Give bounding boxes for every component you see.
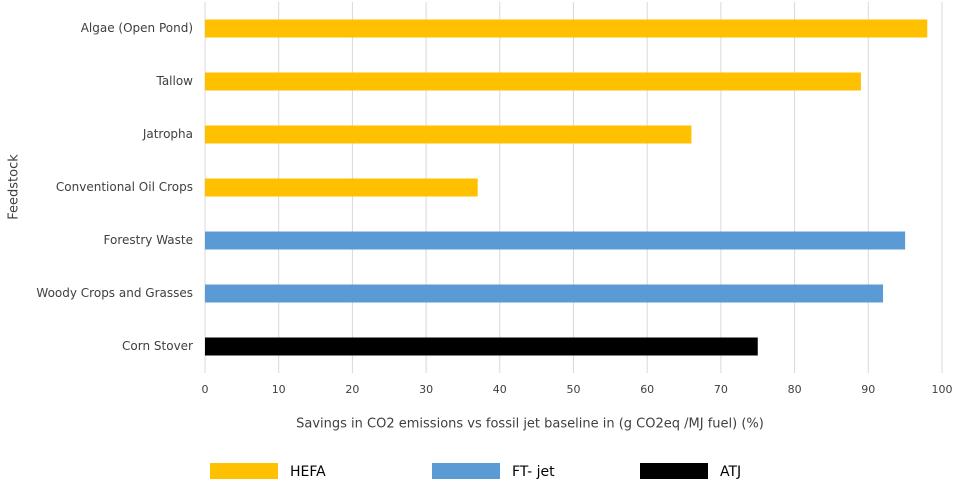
legend-swatch: [210, 463, 278, 479]
bar: [205, 19, 928, 38]
x-axis-label: Savings in CO2 emissions vs fossil jet b…: [296, 417, 764, 432]
y-tick-label: Corn Stover: [122, 339, 193, 353]
x-tick-label: 70: [714, 383, 728, 396]
x-tick-label: 30: [419, 383, 433, 396]
x-tick-label: 60: [640, 383, 654, 396]
bar: [205, 125, 692, 144]
y-tick-label: Forestry Waste: [104, 233, 193, 247]
x-tick-label: 50: [567, 383, 581, 396]
legend-swatch: [640, 463, 708, 479]
legend-label: ATJ: [720, 464, 741, 480]
x-tick-label: 100: [932, 383, 953, 396]
bar: [205, 284, 884, 303]
bar: [205, 231, 906, 250]
x-tick-label: 10: [272, 383, 286, 396]
x-tick-label: 90: [861, 383, 875, 396]
y-tick-label: Jatropha: [142, 127, 193, 141]
x-tick-label: 80: [788, 383, 802, 396]
x-tick-label: 0: [202, 383, 209, 396]
bar: [205, 178, 478, 197]
bar: [205, 72, 861, 91]
y-tick-label: Tallow: [155, 74, 193, 88]
y-tick-label: Woody Crops and Grasses: [36, 286, 193, 300]
legend-label: HEFA: [290, 464, 326, 480]
x-tick-label: 20: [345, 383, 359, 396]
y-axis-label: Feedstock: [7, 154, 22, 220]
y-tick-label: Conventional Oil Crops: [56, 180, 193, 194]
x-tick-label: 40: [493, 383, 507, 396]
legend-swatch: [432, 463, 500, 479]
y-tick-label: Algae (Open Pond): [81, 21, 193, 35]
legend-label: FT- jet: [512, 464, 555, 480]
bar: [205, 337, 758, 356]
